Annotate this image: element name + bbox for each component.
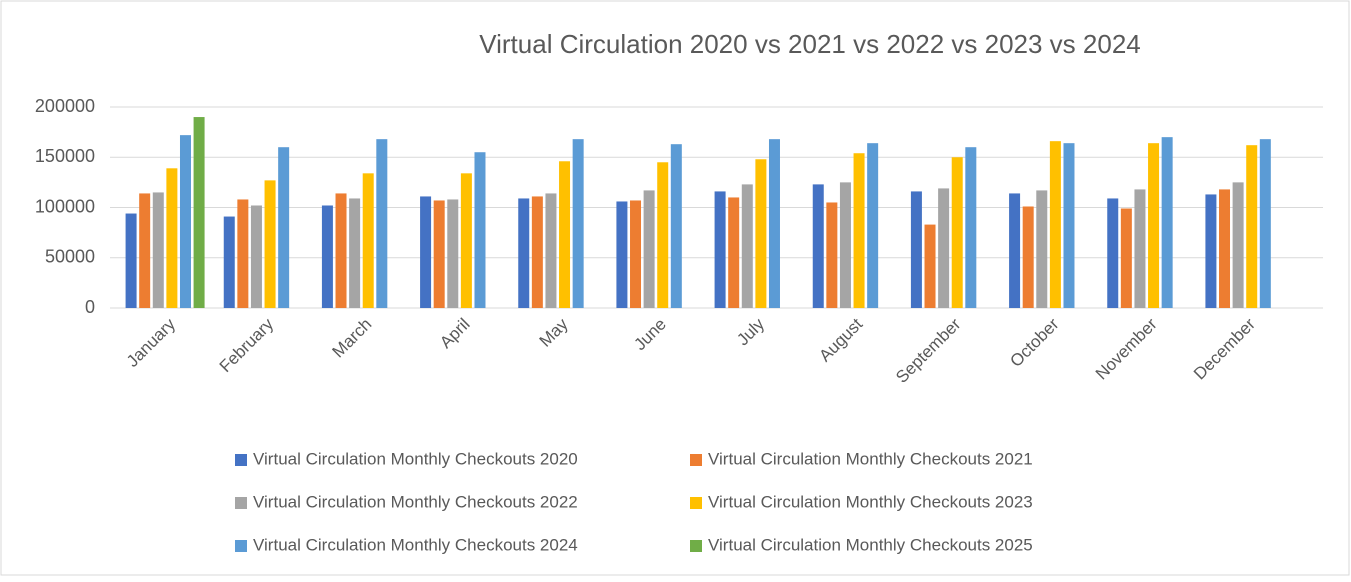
bar [741, 184, 753, 308]
bar [938, 188, 950, 308]
bar [420, 196, 432, 308]
bar [518, 198, 530, 308]
bar [278, 147, 290, 308]
legend-swatch [235, 454, 247, 466]
bar [1009, 193, 1021, 308]
y-tick-label: 50000 [45, 247, 95, 267]
bar [376, 139, 388, 308]
bar [1022, 206, 1034, 308]
legend-label: Virtual Circulation Monthly Checkouts 20… [708, 492, 1033, 511]
bar [1107, 198, 1119, 308]
bar [826, 202, 838, 308]
bar [1148, 143, 1160, 308]
legend-label: Virtual Circulation Monthly Checkouts 20… [253, 492, 578, 511]
bar [1049, 141, 1061, 308]
bar [1161, 137, 1173, 308]
bar [125, 213, 137, 308]
bar [349, 198, 361, 308]
chart-title: Virtual Circulation 2020 vs 2021 vs 2022… [479, 29, 1141, 59]
bar [910, 191, 922, 308]
y-tick-label: 0 [85, 297, 95, 317]
bar [839, 182, 851, 308]
legend-label: Virtual Circulation Monthly Checkouts 20… [253, 449, 578, 468]
bar [447, 199, 459, 308]
bar [531, 196, 543, 308]
bar [545, 193, 557, 308]
legend-swatch [235, 497, 247, 509]
bar [321, 205, 333, 308]
bar [755, 159, 767, 308]
legend-label: Virtual Circulation Monthly Checkouts 20… [708, 449, 1033, 468]
bar [166, 168, 178, 308]
legend-label: Virtual Circulation Monthly Checkouts 20… [708, 535, 1033, 554]
bar [630, 200, 642, 308]
bar [474, 152, 486, 308]
bar [559, 161, 571, 308]
bar [853, 153, 865, 308]
bar [335, 193, 347, 308]
bar [1232, 182, 1244, 308]
bar [193, 117, 205, 308]
bar [1063, 143, 1075, 308]
bar [362, 173, 374, 308]
y-tick-label: 200000 [35, 96, 95, 116]
y-tick-label: 150000 [35, 146, 95, 166]
bar [179, 135, 191, 308]
bar [1219, 189, 1231, 308]
bar [264, 180, 276, 308]
bar [657, 162, 669, 308]
legend-swatch [690, 540, 702, 552]
bar [768, 139, 780, 308]
y-tick-label: 100000 [35, 196, 95, 216]
bar [1120, 208, 1132, 308]
bar [460, 173, 472, 308]
bar [1036, 190, 1048, 308]
bar [643, 190, 655, 308]
bar [1246, 145, 1258, 308]
bar [223, 216, 235, 308]
bar [714, 191, 726, 308]
bar [139, 193, 151, 308]
bar [951, 157, 963, 308]
bar [616, 201, 628, 308]
bar [728, 197, 740, 308]
bar [965, 147, 977, 308]
bar [250, 205, 262, 308]
bar [1205, 194, 1217, 308]
bar [812, 184, 824, 308]
bar [1134, 189, 1146, 308]
bar [433, 200, 445, 308]
bar [867, 143, 879, 308]
legend-swatch [690, 497, 702, 509]
bar [152, 192, 164, 308]
bar [1259, 139, 1271, 308]
legend-swatch [235, 540, 247, 552]
bar [924, 224, 936, 308]
legend-swatch [690, 454, 702, 466]
bar [572, 139, 584, 308]
bar [670, 144, 682, 308]
bar [237, 199, 249, 308]
legend-label: Virtual Circulation Monthly Checkouts 20… [253, 535, 578, 554]
